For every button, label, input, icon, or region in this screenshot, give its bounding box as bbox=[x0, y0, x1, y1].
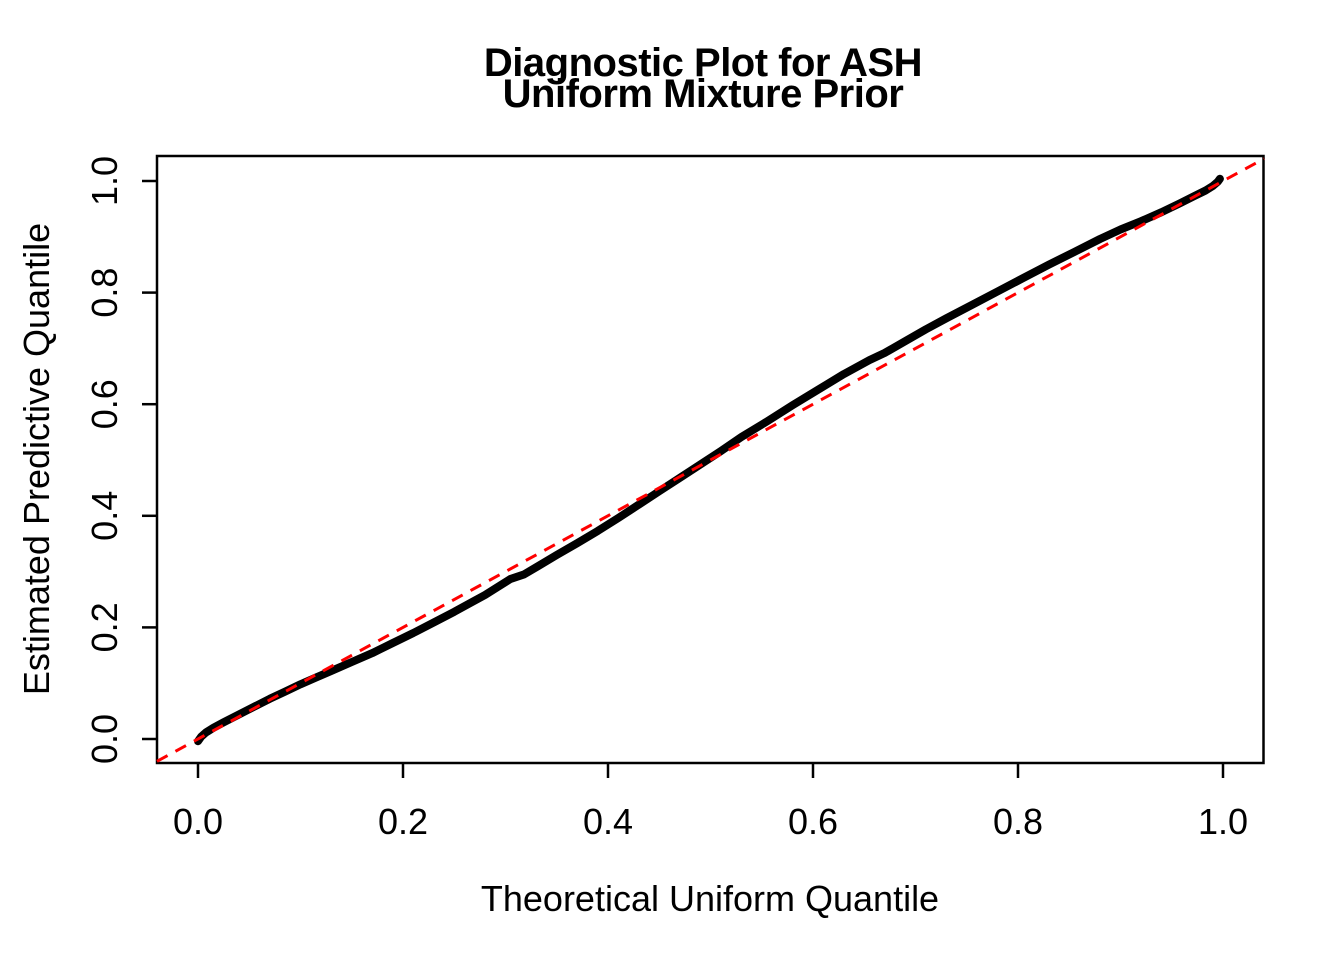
x-tick-label: 0.8 bbox=[993, 801, 1043, 842]
qq-curve bbox=[194, 174, 1224, 746]
x-axis-label: Theoretical Uniform Quantile bbox=[481, 878, 939, 919]
x-tick-label: 1.0 bbox=[1198, 801, 1248, 842]
y-tick-label: 0.8 bbox=[84, 268, 125, 318]
y-tick-label: 0.4 bbox=[84, 491, 125, 541]
x-tick-label: 0.4 bbox=[583, 801, 633, 842]
y-tick-label: 0.2 bbox=[84, 602, 125, 652]
y-axis-ticks bbox=[142, 179, 157, 741]
y-axis-tick-labels: 0.0 0.2 0.4 0.6 0.8 1.0 bbox=[84, 156, 125, 764]
x-axis-tick-labels: 0.0 0.2 0.4 0.6 0.8 1.0 bbox=[173, 801, 1248, 842]
x-tick-label: 0.0 bbox=[173, 801, 223, 842]
y-tick-label: 0.0 bbox=[84, 714, 125, 764]
x-tick-label: 0.6 bbox=[788, 801, 838, 842]
identity-reference-line-dashed bbox=[156, 157, 1265, 763]
y-tick-label: 0.6 bbox=[84, 379, 125, 429]
plot-title-line1: Diagnostic Plot for ASH bbox=[484, 41, 922, 85]
x-tick-label: 0.2 bbox=[378, 801, 428, 842]
plot-frame bbox=[155, 154, 1265, 765]
plot-title-line2: Uniform Mixture Prior bbox=[503, 72, 904, 116]
y-tick-label: 1.0 bbox=[84, 156, 125, 206]
x-axis-ticks bbox=[196, 763, 1225, 778]
y-axis-label: Estimated Predictive Quantile bbox=[16, 223, 57, 695]
